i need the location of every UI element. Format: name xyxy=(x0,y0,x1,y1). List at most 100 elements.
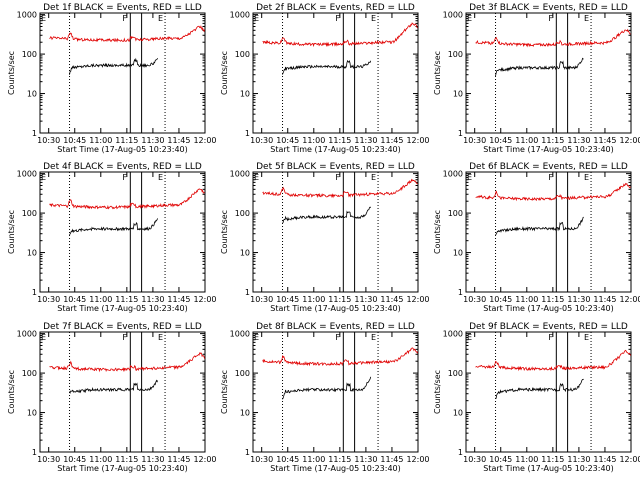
start-marker-label: E xyxy=(41,333,46,342)
flare-marker-label: F xyxy=(335,333,340,342)
events-series-line xyxy=(69,218,159,236)
end-marker-label: E xyxy=(371,333,376,342)
plot-title: Det 1f BLACK = Events, RED = LLD xyxy=(43,3,202,13)
flare-marker-label: F xyxy=(548,173,553,182)
lld-series-line xyxy=(262,347,418,367)
x-tick-label: 11:15 xyxy=(541,295,564,304)
y-tick-label: 1 xyxy=(32,129,37,138)
y-tick-label: 100 xyxy=(235,209,250,218)
y-axis-label: Counts/sec xyxy=(7,51,16,95)
x-axis-label: Start Time (17-Aug-05 10:23:40) xyxy=(483,304,614,313)
lld-series-line xyxy=(49,25,205,43)
x-tick-label: 10:45 xyxy=(63,136,86,145)
x-tick-label: 12:00 xyxy=(619,136,640,145)
y-tick-label: 10 xyxy=(453,409,463,418)
plot-frame xyxy=(39,171,206,293)
x-tick-label: 11:00 xyxy=(515,136,538,145)
x-tick-label: 10:30 xyxy=(463,295,486,304)
x-axis-label: Start Time (17-Aug-05 10:23:40) xyxy=(270,145,401,154)
detector-plot-panel: Det 2f BLACK = Events, RED = LLD 1 10 100 10… xyxy=(220,3,430,154)
start-marker-label: E xyxy=(254,14,259,23)
x-tick-label: 12:00 xyxy=(193,295,216,304)
x-tick-label: 11:15 xyxy=(541,136,564,145)
events-series-line xyxy=(282,59,372,75)
y-tick-label: 1 xyxy=(458,129,463,138)
events-series-line xyxy=(69,379,159,395)
x-tick-label: 11:15 xyxy=(115,455,138,464)
start-marker-label: E xyxy=(254,333,259,342)
x-tick-label: 12:00 xyxy=(406,295,429,304)
x-tick-label: 11:15 xyxy=(115,295,138,304)
y-tick-label: 10 xyxy=(240,249,250,258)
y-tick-label: 10 xyxy=(240,409,250,418)
y-tick-label: 1000 xyxy=(443,330,463,339)
y-tick-label: 1 xyxy=(245,448,250,457)
x-tick-label: 11:15 xyxy=(328,295,351,304)
x-tick-label: 10:30 xyxy=(250,295,273,304)
y-axis-label: Counts/sec xyxy=(7,370,16,414)
y-tick-label: 1000 xyxy=(230,170,250,179)
y-tick-label: 100 xyxy=(448,50,463,59)
x-tick-label: 10:45 xyxy=(63,295,86,304)
x-tick-label: 10:30 xyxy=(37,295,60,304)
x-tick-label: 10:45 xyxy=(63,455,86,464)
plot-title: Det 8f BLACK = Events, RED = LLD xyxy=(256,322,415,332)
x-tick-label: 11:15 xyxy=(328,136,351,145)
plot-frame xyxy=(39,331,206,453)
x-tick-label: 12:00 xyxy=(406,455,429,464)
flare-marker-label: F xyxy=(122,173,127,182)
x-axis-label: Start Time (17-Aug-05 10:23:40) xyxy=(483,464,614,473)
x-tick-label: 11:45 xyxy=(167,136,190,145)
events-series-line xyxy=(69,57,159,75)
x-tick-label: 11:30 xyxy=(354,295,377,304)
start-marker-label: E xyxy=(254,173,259,182)
end-marker-label: E xyxy=(371,173,376,182)
x-tick-label: 11:30 xyxy=(141,295,164,304)
x-tick-label: 11:45 xyxy=(167,455,190,464)
plot-title: Det 2f BLACK = Events, RED = LLD xyxy=(256,3,415,13)
end-marker-label: E xyxy=(158,14,163,23)
x-axis-label: Start Time (17-Aug-05 10:23:40) xyxy=(57,304,188,313)
x-tick-label: 11:00 xyxy=(515,455,538,464)
plot-title: Det 7f BLACK = Events, RED = LLD xyxy=(43,322,202,332)
lld-series-line xyxy=(475,349,631,372)
x-axis-label: Start Time (17-Aug-05 10:23:40) xyxy=(483,145,614,154)
y-tick-label: 100 xyxy=(235,50,250,59)
plot-title: Det 3f BLACK = Events, RED = LLD xyxy=(469,3,628,13)
detector-plot-panel: Det 5f BLACK = Events, RED = LLD 1 10 100 10… xyxy=(220,162,430,313)
plot-frame xyxy=(252,171,419,293)
y-axis-label: Counts/sec xyxy=(433,51,442,95)
events-series-line xyxy=(495,378,584,399)
flare-marker-label: F xyxy=(122,14,127,23)
x-tick-label: 11:15 xyxy=(541,455,564,464)
plot-frame xyxy=(39,12,206,134)
x-tick-label: 11:00 xyxy=(302,455,325,464)
y-axis-label: Counts/sec xyxy=(220,51,229,95)
y-tick-label: 1000 xyxy=(17,170,37,179)
y-tick-label: 100 xyxy=(22,209,37,218)
lld-series-line xyxy=(49,188,205,210)
detector-plot-panel: Det 8f BLACK = Events, RED = LLD 1 10 100 10… xyxy=(220,322,430,473)
y-tick-label: 1000 xyxy=(230,330,250,339)
lld-series-line xyxy=(475,182,631,202)
x-tick-label: 10:45 xyxy=(489,295,512,304)
y-tick-label: 100 xyxy=(448,209,463,218)
y-axis-label: Counts/sec xyxy=(220,370,229,414)
y-axis-label: Counts/sec xyxy=(433,210,442,254)
end-marker-label: E xyxy=(158,333,163,342)
x-tick-label: 10:45 xyxy=(276,455,299,464)
y-tick-label: 10 xyxy=(240,90,250,99)
y-tick-label: 1000 xyxy=(443,11,463,20)
x-tick-label: 10:30 xyxy=(37,455,60,464)
end-marker-label: E xyxy=(158,173,163,182)
events-series-line xyxy=(495,216,584,236)
plot-frame xyxy=(252,12,419,134)
flare-marker-label: F xyxy=(335,14,340,23)
x-tick-label: 12:00 xyxy=(193,136,216,145)
end-marker-label: E xyxy=(584,173,589,182)
x-axis-label: Start Time (17-Aug-05 10:23:40) xyxy=(57,464,188,473)
plot-frame xyxy=(465,12,632,134)
x-tick-label: 11:45 xyxy=(593,295,616,304)
y-tick-label: 1000 xyxy=(443,170,463,179)
